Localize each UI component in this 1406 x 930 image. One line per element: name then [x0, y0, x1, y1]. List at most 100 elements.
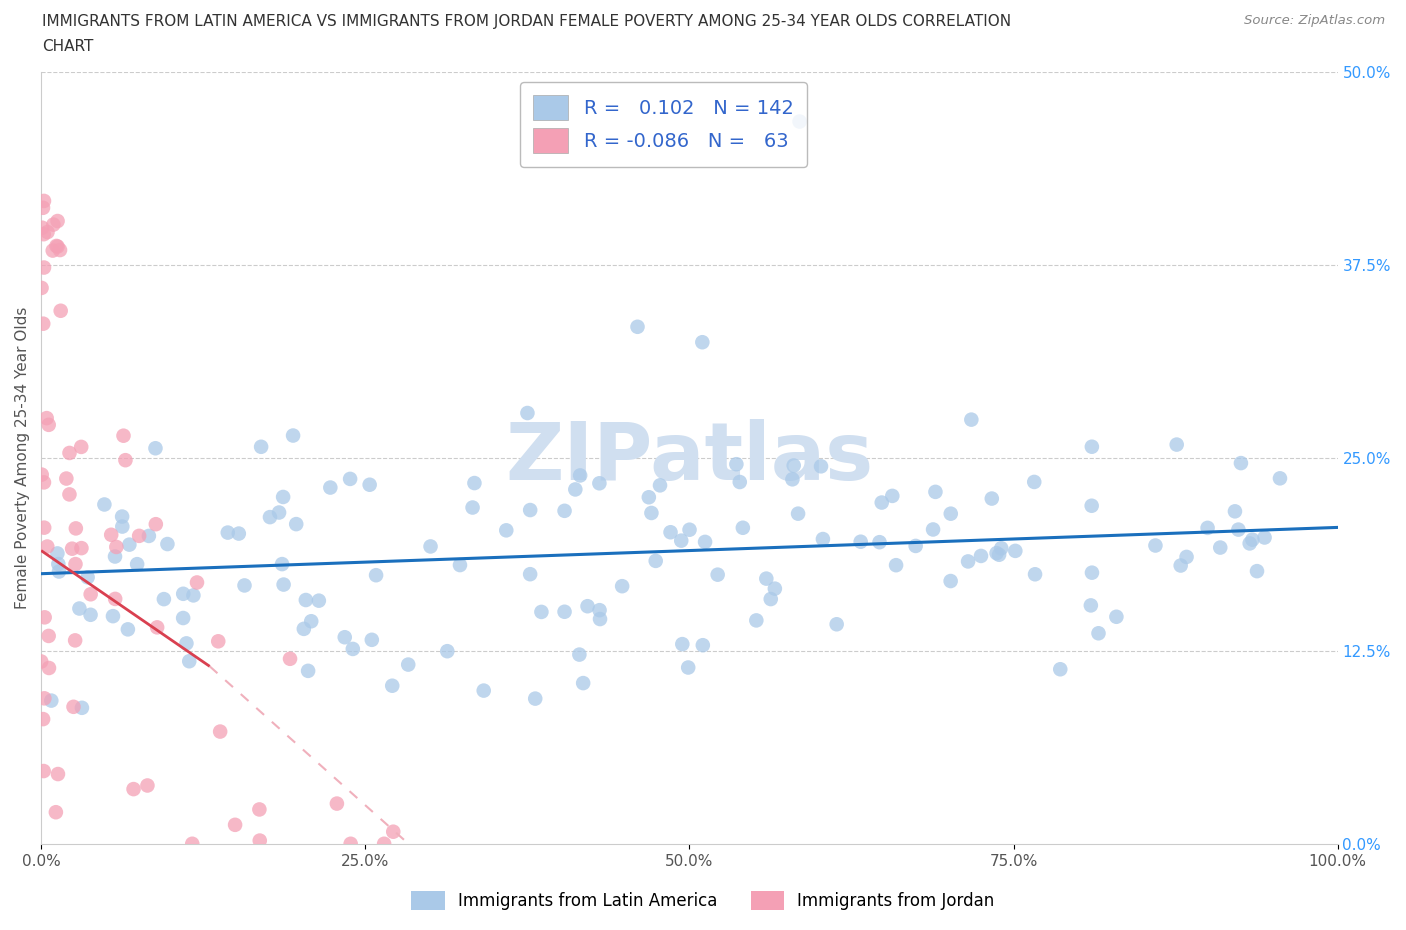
Legend: Immigrants from Latin America, Immigrants from Jordan: Immigrants from Latin America, Immigrant…: [405, 884, 1001, 917]
Point: [145, 441, 167, 456]
Point: [172, 611, 194, 626]
Point: [1223, 504, 1246, 519]
Point: [101, 609, 124, 624]
Point: [339, 472, 361, 486]
Point: [60, 541, 83, 556]
Point: [45, 804, 67, 819]
Point: [55, 472, 77, 486]
Point: [1080, 598, 1102, 613]
Point: [554, 604, 576, 619]
Point: [176, 636, 198, 651]
Point: [1227, 522, 1250, 537]
Point: [1080, 498, 1102, 513]
Point: [105, 539, 128, 554]
Point: [1197, 521, 1219, 536]
Point: [46, 214, 69, 229]
Point: [46, 556, 69, 571]
Point: [360, 632, 382, 647]
Point: [93, 497, 115, 512]
Point: [725, 457, 748, 472]
Point: [38, 418, 60, 432]
Point: [436, 644, 458, 658]
Text: ZIPatlas: ZIPatlas: [505, 418, 873, 497]
Point: [153, 591, 176, 606]
Text: CHART: CHART: [42, 39, 94, 54]
Point: [179, 654, 201, 669]
Point: [530, 604, 553, 619]
Point: [1170, 558, 1192, 573]
Point: [640, 506, 662, 521]
Point: [676, 660, 699, 675]
Point: [42, 218, 65, 232]
Point: [924, 485, 946, 499]
Point: [34, 691, 56, 706]
Point: [30, 654, 52, 669]
Point: [70, 700, 93, 715]
Point: [79, 587, 101, 602]
Point: [588, 476, 610, 491]
Point: [281, 428, 304, 443]
Point: [1087, 626, 1109, 641]
Point: [787, 506, 810, 521]
Point: [48, 565, 70, 579]
Point: [1049, 662, 1071, 677]
Point: [172, 586, 194, 601]
Point: [692, 335, 714, 350]
Point: [46, 546, 69, 561]
Point: [1166, 437, 1188, 452]
Point: [1246, 564, 1268, 578]
Point: [1024, 474, 1046, 489]
Point: [463, 475, 485, 490]
Point: [42, 243, 65, 258]
Point: [70, 540, 93, 555]
Point: [58, 445, 80, 460]
Point: [869, 535, 891, 550]
Point: [495, 523, 517, 538]
Point: [759, 591, 782, 606]
Point: [32, 227, 55, 242]
Point: [209, 724, 232, 739]
Point: [519, 502, 541, 517]
Point: [233, 578, 256, 592]
Point: [217, 525, 239, 540]
Point: [810, 458, 832, 473]
Point: [970, 549, 993, 564]
Point: [461, 500, 484, 515]
Point: [939, 506, 962, 521]
Point: [1081, 565, 1104, 580]
Point: [1230, 456, 1253, 471]
Point: [957, 554, 980, 569]
Point: [104, 549, 127, 564]
Point: [449, 558, 471, 573]
Y-axis label: Female Poverty Among 25-34 Year Olds: Female Poverty Among 25-34 Year Olds: [15, 307, 30, 609]
Point: [990, 541, 1012, 556]
Point: [1209, 540, 1232, 555]
Point: [37, 225, 59, 240]
Point: [111, 509, 134, 524]
Point: [1004, 543, 1026, 558]
Point: [49, 303, 72, 318]
Point: [849, 534, 872, 549]
Point: [763, 581, 786, 596]
Point: [112, 428, 135, 443]
Point: [67, 601, 90, 616]
Point: [31, 281, 53, 296]
Point: [783, 458, 806, 473]
Point: [65, 521, 87, 536]
Point: [576, 599, 599, 614]
Point: [278, 651, 301, 666]
Point: [364, 568, 387, 583]
Point: [136, 778, 159, 793]
Point: [32, 475, 55, 490]
Point: [644, 553, 666, 568]
Point: [58, 487, 80, 502]
Point: [472, 684, 495, 698]
Point: [247, 802, 270, 817]
Point: [519, 566, 541, 581]
Point: [1081, 439, 1104, 454]
Point: [554, 503, 576, 518]
Point: [572, 676, 595, 691]
Point: [271, 489, 294, 504]
Point: [224, 817, 246, 832]
Point: [939, 574, 962, 589]
